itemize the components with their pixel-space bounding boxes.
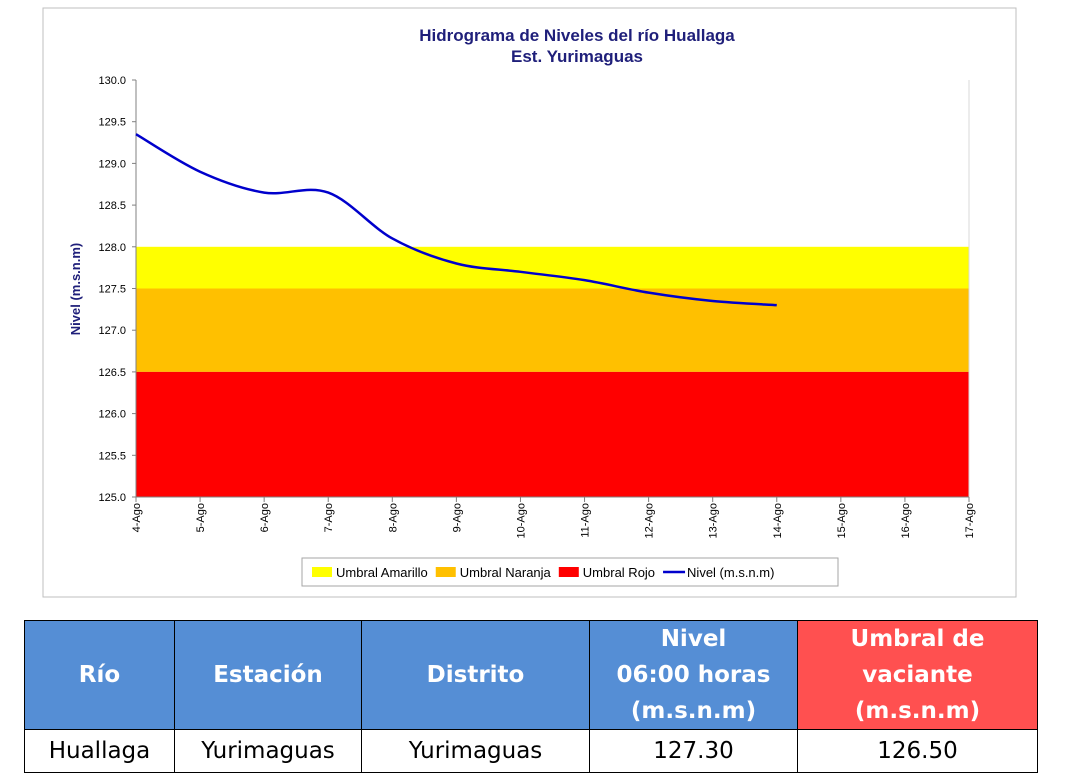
header-line: 06:00 horas xyxy=(616,662,771,688)
legend-swatch xyxy=(558,567,579,577)
threshold-band xyxy=(136,288,969,372)
y-tick-label: 130.0 xyxy=(98,75,126,87)
cell: 126.50 xyxy=(797,729,1038,773)
header-line: vaciante xyxy=(862,662,973,688)
table: Río Estación Distrito Nivel 06:00 horas (m… xyxy=(24,620,1038,773)
legend-swatch xyxy=(435,567,456,577)
x-tick-label: 11-Ago xyxy=(580,503,592,538)
header-cell: Nivel 06:00 horas (m.s.n.m) xyxy=(589,620,798,730)
x-tick-label: 9-Ago xyxy=(451,503,463,532)
header-line: Umbral de xyxy=(850,626,985,652)
header-line: (m.s.n.m) xyxy=(630,698,757,724)
header-cell: Umbral de vaciante (m.s.n.m) xyxy=(797,620,1038,730)
header-cell: Distrito xyxy=(361,620,590,730)
y-tick-label: 128.0 xyxy=(98,242,126,254)
x-tick-label: 13-Ago xyxy=(708,503,720,538)
cell: Yurimaguas xyxy=(361,729,590,773)
y-tick-label: 129.0 xyxy=(98,158,126,170)
legend-swatch xyxy=(312,567,332,577)
threshold-band xyxy=(136,246,969,289)
y-tick-label: 125.5 xyxy=(98,450,126,462)
x-tick-label: 4-Ago xyxy=(131,503,143,532)
y-axis-title: Nivel (m.s.n.m) xyxy=(68,243,83,335)
header-cell: Estación xyxy=(174,620,362,730)
legend-label: Umbral Amarillo xyxy=(336,565,428,580)
legend-label: Nivel (m.s.n.m) xyxy=(687,565,774,580)
header-line: (m.s.n.m) xyxy=(854,698,981,724)
legend xyxy=(301,557,839,587)
x-tick-label: 6-Ago xyxy=(259,503,271,532)
x-tick-label: 14-Ago xyxy=(772,503,784,538)
legend-items: Umbral Amarillo Umbral Naranja Umbral Rojo… xyxy=(312,565,774,580)
x-tick-label: 5-Ago xyxy=(195,503,207,532)
x-tick-label: 12-Ago xyxy=(644,503,656,538)
chart: Hidrograma de Niveles del río Huallaga E… xyxy=(42,7,1017,598)
header-line: Nivel xyxy=(660,626,727,652)
legend-label: Umbral Rojo xyxy=(583,565,655,580)
cell: Yurimaguas xyxy=(174,729,362,773)
header-row: Río Estación Distrito Nivel 06:00 horas (m… xyxy=(24,620,1038,730)
y-tick-label: 128.5 xyxy=(98,200,126,212)
cell: Huallaga xyxy=(24,729,175,773)
line-series xyxy=(135,133,777,307)
y-tick-label: 126.0 xyxy=(98,409,126,421)
y-tick-label: 127.5 xyxy=(98,284,126,296)
y-tick-label: 125.0 xyxy=(98,492,126,504)
x-tick-label: 15-Ago xyxy=(836,503,848,538)
header-cell: Río xyxy=(24,620,175,730)
chart-subtitle: Est. Yurimaguas xyxy=(511,47,643,66)
x-tick-label: 16-Ago xyxy=(900,503,912,538)
legend-label: Umbral Naranja xyxy=(460,565,552,580)
y-tick-label: 126.5 xyxy=(98,367,126,379)
x-tick-label: 10-Ago xyxy=(515,503,527,538)
chart-title: Hidrograma de Niveles del río Huallaga xyxy=(419,26,735,45)
x-tick-label: 17-Ago xyxy=(964,503,976,538)
y-tick-label: 127.0 xyxy=(98,325,126,337)
x-tick-label: 7-Ago xyxy=(323,503,335,532)
x-tick-label: 8-Ago xyxy=(387,503,399,532)
plot: 125.0 125.5 126.0 126.5 127.0 127.5 128.0 128.5… xyxy=(98,75,976,538)
cell: 127.30 xyxy=(589,729,798,773)
data-row: Huallaga Yurimaguas Yurimaguas 127.30 12… xyxy=(24,729,1038,773)
threshold-band xyxy=(136,371,969,497)
y-tick-label: 129.5 xyxy=(98,117,126,129)
